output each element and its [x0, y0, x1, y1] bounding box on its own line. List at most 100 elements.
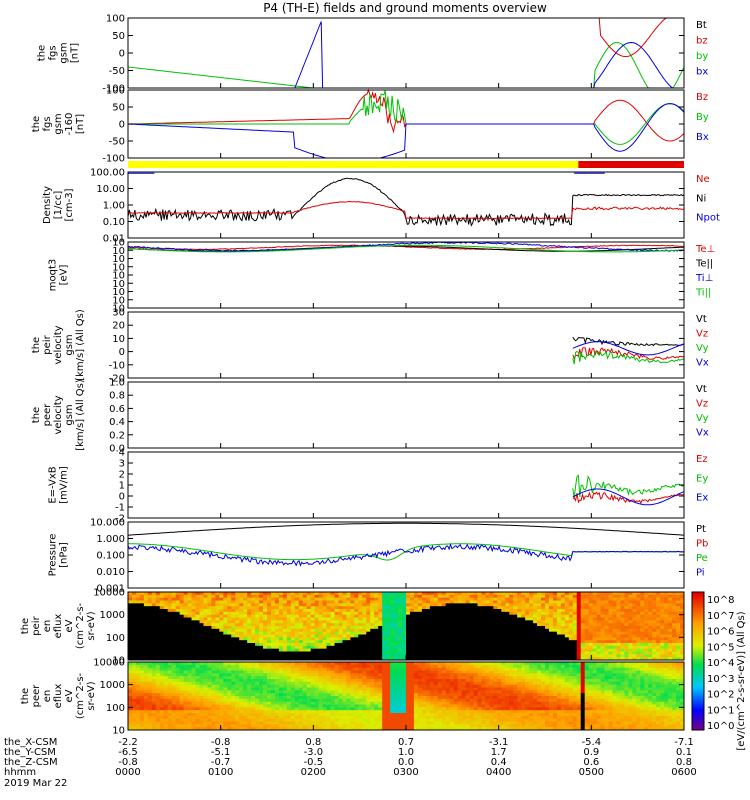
y-axis-label-line: (cm^2-s-	[75, 602, 86, 649]
x-row-value: 0600	[671, 767, 696, 778]
y-tick-label: 10000	[93, 658, 125, 669]
y-tick-label: 2	[119, 470, 125, 481]
y-tick-label: 100.00	[90, 168, 125, 179]
legend-Npot: Npot	[696, 213, 720, 224]
y-tick-label: 50	[112, 31, 125, 42]
panel-peir_spec: 10000100010010the peir en eflux eV (cm^2-s-sr…	[20, 588, 684, 667]
y-axis-label-line: eflux	[53, 614, 64, 639]
y-tick-label: 1.00	[103, 201, 125, 212]
y-tick-label: 0.6	[109, 404, 125, 415]
y-axis-label-line: Pressure	[48, 534, 59, 577]
legend-Vy: Vy	[696, 413, 709, 424]
y-tick-label: 1.0	[109, 378, 125, 389]
y-tick-label: 0	[119, 492, 125, 503]
legend-By: By	[696, 112, 709, 123]
y-axis-label-line: [cm-3]	[64, 188, 75, 221]
legend-Vy: Vy	[696, 343, 709, 354]
y-tick-label: 10.00	[96, 184, 125, 195]
y-axis-label-line: velocity	[53, 395, 64, 434]
y-axis-label-line: peir	[31, 615, 42, 635]
colorbar-tick-label: 10^3	[707, 674, 734, 685]
efield-line-Ez	[573, 475, 684, 498]
y-tick-label: -10	[109, 360, 125, 371]
panel-fgs: 100500-50-100the fgs gsm [nT]Btbzbybx	[37, 14, 709, 95]
y-tick-label: 1.000	[96, 534, 125, 545]
y-axis-label-line: [km/s] (All Qs)	[75, 379, 86, 451]
y-axis-label: the peer velocity gsm [km/s] (All Qs)	[31, 379, 86, 451]
y-tick-label: 1	[119, 481, 125, 492]
fgs-line-by	[128, 18, 684, 57]
y-tick-label: 30	[112, 308, 125, 319]
pressure-line-Pt	[128, 523, 684, 535]
y-tick-label: 10.000	[90, 518, 125, 529]
y-axis-label-line: the	[31, 407, 42, 423]
y-axis-label-line: the	[37, 45, 48, 61]
legend-Pb: Pb	[696, 539, 708, 550]
y-axis-label-line: eflux	[53, 684, 64, 709]
y-axis-label-line: [1/cc]	[53, 191, 64, 220]
y-axis-label-line: gsm	[59, 42, 70, 63]
y-tick-label: 0.4	[109, 417, 125, 428]
y-axis-label-line: peer	[42, 403, 53, 427]
peer_spec-pixels	[128, 662, 684, 730]
y-axis-label: the peir velocity gsm [km/s] (All Qs)	[31, 309, 86, 381]
y-axis-label-line: E=-VxB	[48, 466, 59, 503]
colorbar-tick-label: 10^0	[707, 721, 734, 732]
y-tick-label: 100	[106, 86, 125, 97]
x-row-value: 0500	[579, 767, 604, 778]
panel-frame	[128, 312, 684, 378]
x-row-value: 0200	[301, 767, 326, 778]
y-tick-label: 0.8	[109, 391, 125, 402]
legend-Ti⊥: Ti⊥	[695, 273, 713, 284]
colorbar-tick-label: 10^6	[707, 627, 734, 638]
legend-Pt: Pt	[696, 524, 706, 535]
peir_spec-pixels	[128, 592, 684, 660]
y-axis-label: moqt3 [eV]	[48, 259, 70, 292]
legend-Pi: Pi	[696, 568, 705, 579]
y-axis-label-line: en	[42, 690, 53, 703]
panel-density: 100.00 10.00 1.00 0.10 0.01 Density [1/cc] [cm-…	[42, 168, 720, 245]
legend-Vt: Vt	[696, 384, 707, 395]
y-tick-label: 20	[112, 321, 125, 332]
y-tick-label: -100	[102, 154, 125, 165]
panel-frame	[128, 18, 684, 88]
panel-fgs_gse: 100 50 0 -50 -100 the fgs gsm -160 [nT] Bz By Bx	[31, 86, 709, 165]
colorbar: 10^8 10^7 10^6 10^5 10^4 10^3 10^2 10^1 10^0 [eV/…	[692, 592, 747, 751]
y-axis-label-line: -160	[64, 113, 75, 136]
y-axis-label-line: the	[31, 116, 42, 132]
y-tick-label: -50	[109, 66, 125, 77]
legend-Te⊥: Te⊥	[695, 244, 715, 255]
legend-Vx: Vx	[696, 428, 709, 439]
fgs-line-Bt	[128, 43, 684, 89]
y-tick-label: 10000	[93, 588, 125, 599]
legend-Ex: Ex	[696, 493, 708, 504]
panel-pressure: 10.0001.0000.1000.0100.001Pressure [nPa]P…	[48, 518, 709, 595]
colorbar-tick-label: 10^1	[707, 705, 734, 716]
y-axis-label-line: eV	[64, 689, 75, 702]
legend-Ti||: Ti||	[695, 288, 711, 299]
y-axis-label: Density [1/cc] [cm-3]	[42, 186, 75, 224]
x-axis-labels: the_X-CSM -2.2 -0.8 0.8 0.7 -3.1 -5.4 -7.1the_Y…	[4, 737, 697, 789]
y-axis-label: the peer en eflux eV (cm^2-s-sr-eV)	[20, 672, 97, 719]
y-tick-label: -1	[115, 503, 125, 514]
legend-Bz: Bz	[696, 92, 708, 103]
y-axis-label-line: [km/s] (All Qs)	[75, 309, 86, 381]
y-axis-label-line: peer	[31, 684, 42, 708]
y-axis-label-line: [nT]	[75, 114, 86, 134]
y-tick-label: 100	[106, 703, 125, 714]
legend-by: by	[696, 51, 708, 62]
legend-Bt: Bt	[696, 20, 707, 31]
legend-Ez: Ez	[696, 454, 708, 465]
y-tick-label: 0	[119, 49, 125, 60]
panel-frame	[128, 382, 684, 448]
panel-peer_spec: 10000 1000 100 10 the peer en eflux eV (cm^2-s-sr…	[20, 658, 684, 737]
panel-peer_vel: 1.00.80.60.40.20.0the peer velocity gsm [km/…	[31, 378, 709, 455]
panel-temp: 101010101010101010moqt3 [eV]Te⊥Te||Ti⊥Ti|…	[48, 238, 716, 315]
date-label: 2019 Mar 22	[4, 778, 67, 789]
y-tick-label: 100	[106, 14, 125, 25]
legend-Ni: Ni	[696, 193, 706, 204]
panel-efield: 43210-1-2E=-VxB [mV/m]EzEyEx	[48, 448, 709, 525]
x-row-label: hhmm	[4, 767, 36, 778]
y-axis-label-line: the	[20, 618, 31, 634]
panels-group: 100500-50-100the fgs gsm [nT]Btbzbybx100500…	[20, 14, 720, 737]
